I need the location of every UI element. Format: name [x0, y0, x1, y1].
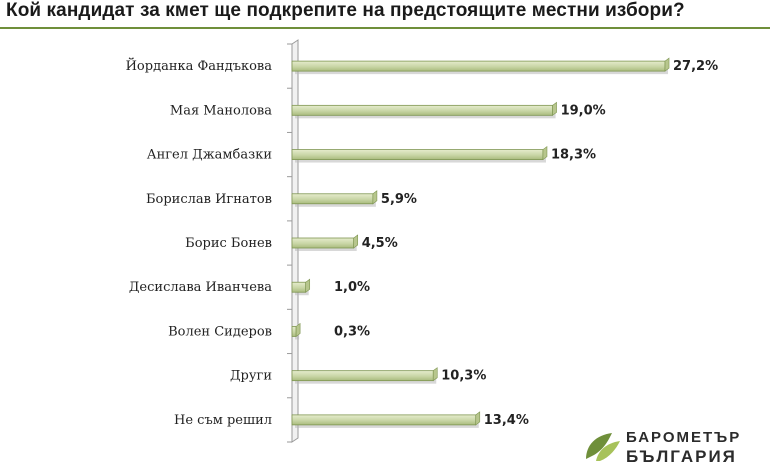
value-label: 18,3% — [551, 148, 596, 163]
bar-4 — [291, 237, 355, 249]
bar-0 — [291, 60, 666, 72]
barometer-bulgaria-logo: БАРОМЕТЪР БЪЛГАРИЯ — [582, 425, 770, 462]
category-label: Йорданка Фандъкова — [126, 57, 273, 74]
logo-text-line2: БЪЛГАРИЯ — [626, 447, 737, 462]
value-label: 19,0% — [561, 103, 606, 118]
value-label: 13,4% — [484, 413, 529, 428]
category-label: Мая Манолова — [170, 103, 272, 118]
category-label: Борис Бонев — [185, 236, 272, 251]
title-divider — [0, 27, 770, 29]
bar-end-cap — [372, 190, 378, 205]
bar-end-cap — [475, 411, 481, 426]
bar-1 — [291, 104, 553, 116]
category-label: Десислава Иванчева — [129, 280, 272, 295]
value-label: 27,2% — [673, 59, 718, 74]
bar-end-cap — [353, 234, 359, 249]
value-label: 10,3% — [441, 369, 486, 384]
value-label: 1,0% — [334, 280, 370, 295]
bar-6 — [291, 326, 297, 337]
category-label: Борислав Игнатов — [146, 192, 272, 207]
bar-end-cap — [432, 367, 438, 382]
bar-5 — [291, 281, 307, 293]
bar-end-cap — [664, 57, 670, 72]
bar-3 — [291, 193, 374, 205]
chart-title: Кой кандидат за кмет ще подкрепите на пр… — [6, 0, 685, 21]
bar-7 — [291, 370, 434, 382]
bar-2 — [291, 149, 544, 160]
logo-text-line1: БАРОМЕТЪР — [626, 429, 742, 446]
bar-8 — [291, 414, 477, 426]
value-label: 5,9% — [381, 192, 417, 207]
value-label: 4,5% — [362, 236, 398, 251]
bar-end-cap — [542, 145, 548, 161]
logo-leaf-icon — [586, 433, 620, 461]
bar-end-cap — [295, 322, 301, 338]
category-label: Ангел Джамбазки — [147, 148, 272, 163]
value-label: 0,3% — [334, 324, 370, 339]
bar-end-cap — [552, 101, 557, 116]
category-label: Волен Сидеров — [168, 324, 272, 339]
category-label: Други — [230, 369, 272, 384]
bar-end-cap — [305, 278, 311, 293]
category-label: Не съм решил — [174, 413, 272, 428]
